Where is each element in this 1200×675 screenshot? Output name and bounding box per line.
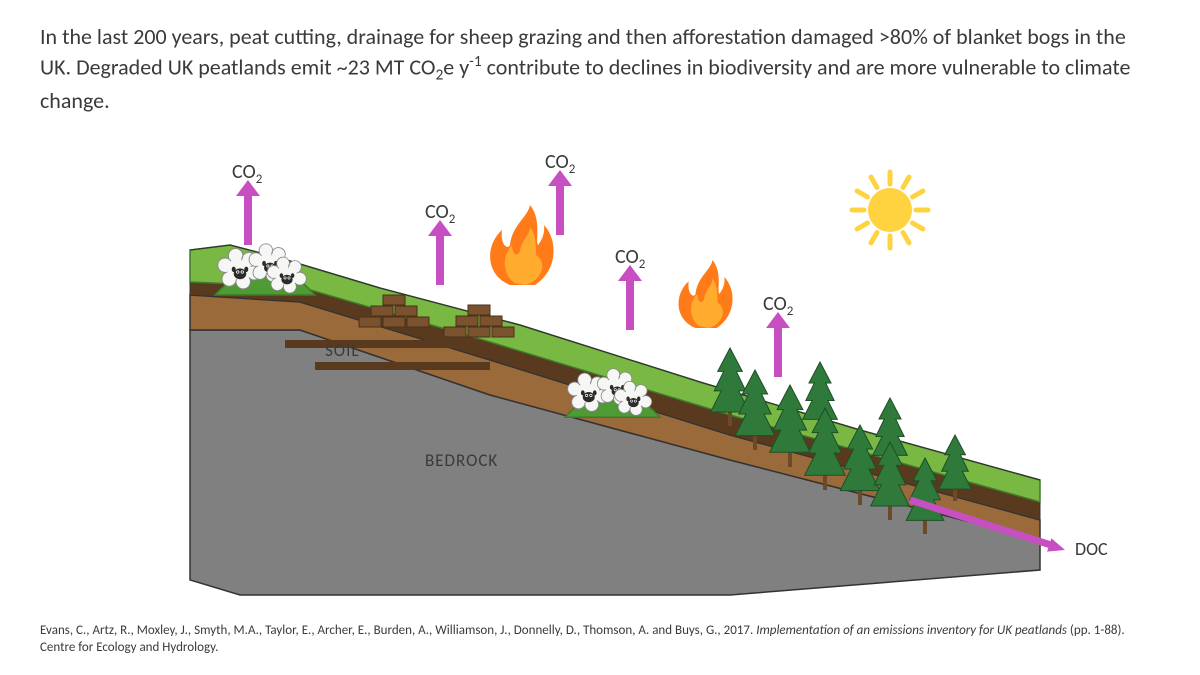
- soil-label: SOIL: [325, 340, 360, 361]
- intro-sup: -1: [469, 52, 482, 71]
- sun-ray: [871, 177, 877, 187]
- drain-bar: [315, 362, 490, 370]
- co2-label: CO2: [232, 160, 262, 187]
- citation-authors: Evans, C., Artz, R., Moxley, J., Smyth, …: [40, 623, 756, 638]
- doc-arrowhead: [1047, 538, 1065, 551]
- citation-text: Evans, C., Artz, R., Moxley, J., Smyth, …: [40, 622, 1160, 657]
- intro-mid: e y: [443, 53, 469, 80]
- co2-label: CO2: [763, 292, 793, 319]
- fire-icon: [679, 260, 733, 328]
- sheep-mound: [215, 244, 315, 295]
- bedrock-label: BEDROCK: [425, 450, 498, 471]
- co2-label: CO2: [425, 200, 455, 227]
- fire-icon: [490, 205, 553, 285]
- diagram-svg: [170, 130, 1110, 600]
- peatland-diagram: SOIL BEDROCK DOC CO2 CO2 CO2 CO2 CO2: [170, 130, 1110, 600]
- drain-bar: [285, 340, 460, 348]
- sun-ray: [857, 223, 867, 229]
- sun-ray: [903, 233, 909, 243]
- citation-title: Implementation of an emissions inventory…: [756, 623, 1067, 638]
- sun-ray: [903, 177, 909, 187]
- sun-ray: [857, 191, 867, 197]
- doc-label: DOC: [1075, 538, 1108, 560]
- co2-label: CO2: [545, 150, 575, 177]
- sun-icon: [868, 188, 912, 232]
- co2-label: CO2: [615, 245, 645, 272]
- intro-text: In the last 200 years, peat cutting, dra…: [40, 22, 1160, 116]
- sun-ray: [913, 191, 923, 197]
- sun-ray: [871, 233, 877, 243]
- sun-ray: [913, 223, 923, 229]
